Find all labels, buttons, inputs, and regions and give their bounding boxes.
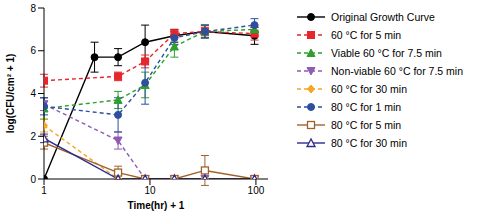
svg-text:log(CFU/cm² + 1): log(CFU/cm² + 1) xyxy=(8,54,16,134)
svg-text:100: 100 xyxy=(248,185,265,196)
svg-text:1: 1 xyxy=(41,185,47,196)
html-text:Viable 60 °C for 7.5 min: Viable 60 °C for 7.5 min xyxy=(331,47,442,59)
html-text:80 °C for 1 min: 80 °C for 1 min xyxy=(331,101,402,113)
svg-text:2: 2 xyxy=(30,131,36,142)
html-text:Non-viable 60 °C for 7.5 min: Non-viable 60 °C for 7.5 min xyxy=(331,65,463,77)
svg-text:6: 6 xyxy=(30,45,36,56)
html-text:80 °C for 30 min: 80 °C for 30 min xyxy=(331,137,407,149)
html-text:60 °C for 30 min: 60 °C for 30 min xyxy=(331,83,407,95)
html-text:Original Growth Curve: Original Growth Curve xyxy=(331,11,435,23)
svg-text:Time(hr) + 1: Time(hr) + 1 xyxy=(128,200,185,211)
svg-text:4: 4 xyxy=(30,88,36,99)
html-text:80 °C for 5 min: 80 °C for 5 min xyxy=(331,119,402,131)
svg-text:10: 10 xyxy=(144,185,156,196)
svg-text:8: 8 xyxy=(30,3,36,14)
svg-text:0: 0 xyxy=(30,174,36,185)
html-text:60 °C for 5 min: 60 °C for 5 min xyxy=(331,29,402,41)
